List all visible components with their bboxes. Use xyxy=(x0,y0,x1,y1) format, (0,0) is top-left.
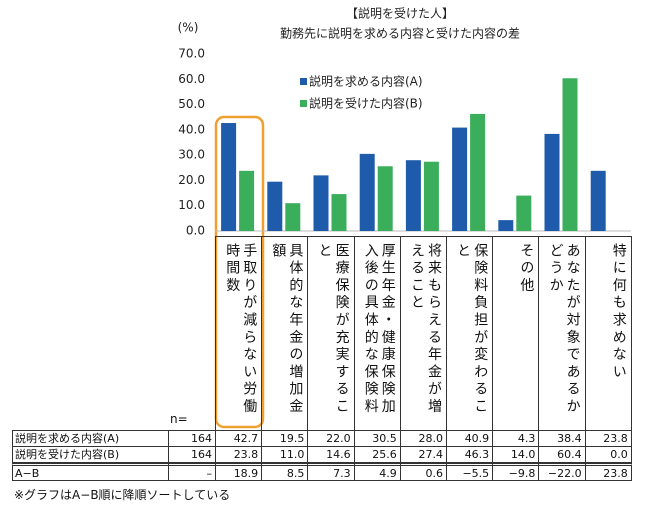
category-label: 医療保険が充実すること xyxy=(307,236,355,431)
legend-swatch xyxy=(300,78,307,85)
table-cell: 23.8 xyxy=(584,463,632,481)
table-cell: 25.6 xyxy=(353,446,401,463)
bar xyxy=(285,203,301,231)
table-cell: 28.0 xyxy=(399,430,447,447)
table-cell: 22.0 xyxy=(307,430,355,447)
table-cell: 11.0 xyxy=(261,446,309,463)
legend-label: 説明を受けた内容(B) xyxy=(309,96,423,111)
category-label: 厚生年金・健康保険加入後の具体的な保険料 xyxy=(353,236,401,431)
n-label: n= xyxy=(170,412,188,426)
category-label: 保険料負担が変わること xyxy=(446,236,494,431)
y-tick-label: 10.0 xyxy=(178,198,205,212)
table-cell: −9.8 xyxy=(492,463,540,481)
bar xyxy=(405,160,421,231)
row-label: 説明を求める内容(A) xyxy=(12,430,169,447)
table-cell: 14.6 xyxy=(307,446,355,463)
table-cell: 4.3 xyxy=(492,430,540,447)
bar xyxy=(452,127,468,231)
table-cell: 23.8 xyxy=(215,446,263,463)
bar xyxy=(313,175,329,231)
table-cell: 42.7 xyxy=(215,430,263,447)
y-tick-label: 20.0 xyxy=(178,173,205,187)
bar xyxy=(470,113,486,231)
y-tick-label: 60.0 xyxy=(178,72,205,86)
bar xyxy=(267,181,283,231)
y-tick-label: 70.0 xyxy=(178,47,205,61)
table-cell: 46.3 xyxy=(446,446,494,463)
y-tick-label: 0.0 xyxy=(186,224,205,238)
category-label: その他 xyxy=(492,236,540,431)
bar xyxy=(377,166,393,231)
bar xyxy=(359,153,375,231)
table-cell: 18.9 xyxy=(215,463,263,481)
table-cell: 0.0 xyxy=(584,446,632,463)
y-tick-label: 50.0 xyxy=(178,97,205,111)
category-label: 特に何も求めない xyxy=(584,236,632,431)
y-tick-label: 40.0 xyxy=(178,122,205,136)
chart-subtitle: 勤務先に説明を求める内容と受けた内容の差 xyxy=(280,26,520,41)
bar xyxy=(498,220,514,231)
category-label: あなたが対象であるかどうか xyxy=(538,236,586,431)
table-cell: 7.3 xyxy=(307,463,355,481)
category-label: 将来もらえる年金が増えること xyxy=(399,236,447,431)
legend-label: 説明を求める内容(A) xyxy=(309,74,423,89)
table-cell: 19.5 xyxy=(261,430,309,447)
table-cell: 38.4 xyxy=(538,430,586,447)
table-cell: 8.5 xyxy=(261,463,309,481)
table-cell: 23.8 xyxy=(584,430,632,447)
bar xyxy=(544,133,560,231)
table-cell: 60.4 xyxy=(538,446,586,463)
legend-swatch xyxy=(300,100,307,107)
table-cell: 30.5 xyxy=(353,430,401,447)
category-label: 手取りが減らない労働時間数 xyxy=(215,236,263,431)
table-cell: 14.0 xyxy=(492,446,540,463)
bar xyxy=(423,161,439,231)
row-n: 164 xyxy=(168,430,216,447)
bar xyxy=(239,170,255,231)
bar xyxy=(516,195,532,231)
bar xyxy=(562,78,578,231)
table-cell: 40.9 xyxy=(446,430,494,447)
row-label: A−B xyxy=(12,463,169,481)
bar xyxy=(331,194,347,231)
bar xyxy=(590,170,606,231)
y-tick-label: 30.0 xyxy=(178,148,205,162)
table-cell: 0.6 xyxy=(399,463,447,481)
category-label: 具体的な年金の増加金額 xyxy=(261,236,309,431)
table-cell: −22.0 xyxy=(538,463,586,481)
row-label: 説明を受けた内容(B) xyxy=(12,446,169,463)
chart-title: 【説明を受けた人】 xyxy=(346,6,454,21)
table-cell: 27.4 xyxy=(399,446,447,463)
y-unit: (%) xyxy=(178,21,199,35)
footnote: ※グラフはA−B順に降順ソートしている xyxy=(14,488,231,502)
bar xyxy=(221,123,237,231)
table-cell: 4.9 xyxy=(353,463,401,481)
table-cell: −5.5 xyxy=(446,463,494,481)
row-n: 164 xyxy=(168,446,216,463)
row-n: – xyxy=(168,463,216,481)
